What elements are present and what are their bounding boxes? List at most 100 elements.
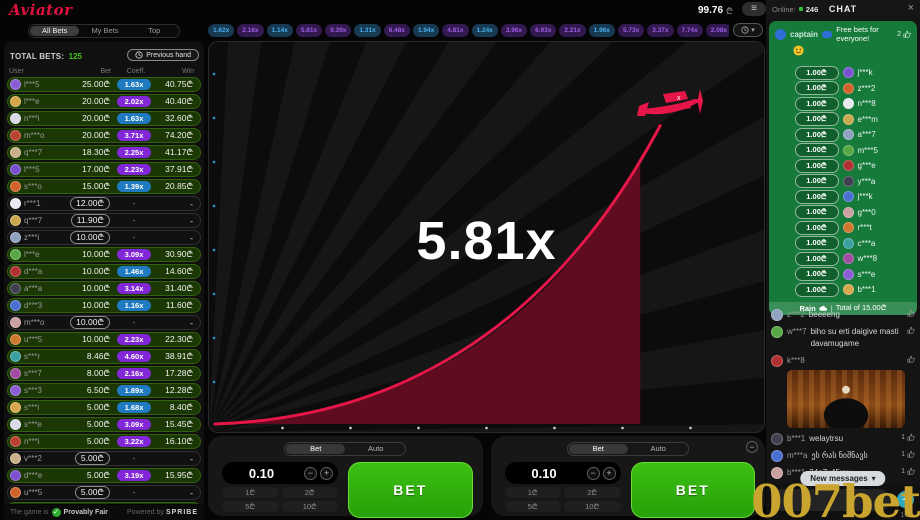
bet-coeff: - <box>132 454 136 463</box>
top-bar: Aviator 99.76 ₾ ≡ <box>0 0 766 20</box>
like-button[interactable]: 1 <box>901 433 915 441</box>
claim-row: 1.00₾ c***a <box>769 236 917 252</box>
close-icon[interactable]: × <box>907 2 914 14</box>
amount-plus-button-1[interactable]: + <box>320 466 333 480</box>
history-chip[interactable]: 5.81x <box>295 24 323 37</box>
bet-user: s***r <box>24 352 41 361</box>
hamburger-menu-icon[interactable]: ≡ <box>742 2 766 16</box>
avatar <box>10 249 21 260</box>
like-button[interactable] <box>905 326 915 334</box>
bet-button-1[interactable]: BET <box>348 462 473 518</box>
claim-amount: 1.00₾ <box>794 282 839 297</box>
toggle-auto-1[interactable]: Auto <box>368 444 384 453</box>
bet-coeff: - <box>132 233 136 242</box>
tab-top[interactable]: Top <box>148 26 161 35</box>
toggle-bet-1[interactable]: Bet <box>286 444 346 454</box>
history-chip[interactable]: 4.81x <box>442 24 469 37</box>
history-chip[interactable]: 1.14x <box>266 24 293 37</box>
history-chip[interactable]: 1.62x <box>208 24 235 37</box>
avatar <box>842 191 854 203</box>
history-chip[interactable]: 2.16x <box>237 24 264 37</box>
history-chip[interactable]: 9.39x <box>325 24 352 37</box>
new-messages-button[interactable]: New messages ▾ <box>800 471 886 486</box>
avatar <box>10 79 21 90</box>
bet-win: 15.95₾ <box>165 470 193 480</box>
history-chip[interactable]: 1.94x <box>412 24 440 37</box>
like-button[interactable]: 1 <box>901 467 915 475</box>
promo-likes[interactable]: 2 <box>897 30 911 38</box>
toggle-bet-2[interactable]: Bet <box>568 444 628 454</box>
avatar <box>842 113 854 125</box>
claim-amount: 1.00₾ <box>794 236 839 251</box>
tab-my-bets[interactable]: My Bets <box>91 26 119 35</box>
claim-amount: 1.00₾ <box>794 96 839 111</box>
quick-10[interactable]: 10₾ <box>564 501 621 512</box>
avatar <box>10 436 21 447</box>
bet-panel-1: Bet Auto 0.10 − + 1₾ 2₾ 5₾ <box>208 436 483 518</box>
avatar <box>842 237 854 249</box>
bet-coeff: - <box>132 199 136 208</box>
quick-5[interactable]: 5₾ <box>222 501 279 512</box>
history-chip[interactable]: 2.08x <box>705 24 729 37</box>
message-user: z***2 <box>787 310 805 319</box>
history-dropdown-button[interactable]: ▾ <box>733 23 763 37</box>
claim-user: b***1 <box>857 285 876 295</box>
bet-button-2[interactable]: BET <box>630 462 755 518</box>
balance-currency: ₾ <box>726 6 733 16</box>
avatar <box>10 130 21 141</box>
amount-value-1: 0.10 <box>248 465 275 481</box>
like-count: 1 <box>901 467 905 475</box>
history-chip[interactable]: 5.73x <box>617 24 645 37</box>
game-main: 1.62x 2.16x 1.14x 5.81x 9.39x 1.31x 6.48x 1.94x… <box>208 22 765 518</box>
provably-fair-link[interactable]: Provably Fair <box>63 509 108 516</box>
like-button[interactable]: 1 <box>901 450 915 458</box>
history-chip[interactable]: 7.74x <box>676 24 703 37</box>
history-chip[interactable]: 3.37x <box>647 24 674 37</box>
bet-win: - <box>190 232 193 243</box>
send-button[interactable] <box>897 491 914 508</box>
history-chip[interactable]: 2.21x <box>559 24 586 37</box>
chat-input[interactable] <box>771 489 890 511</box>
avatar <box>842 67 854 79</box>
quick-1[interactable]: 1₾ <box>504 487 561 498</box>
avatar <box>10 368 21 379</box>
amount-stepper-2: 0.10 − + <box>504 462 621 484</box>
claim-row: 1.00₾ m***5 <box>769 143 917 159</box>
claim-user: s***e <box>857 269 876 279</box>
history-chip[interactable]: 3.96x <box>500 24 528 37</box>
bet-coeff: 4.60x <box>117 351 151 362</box>
avatar <box>842 160 854 172</box>
col-coeff: Coeff. <box>126 68 146 75</box>
claim-amount: 1.00₾ <box>794 189 839 204</box>
quick-2[interactable]: 2₾ <box>281 487 338 498</box>
bet-row: u***5 5.00₾ - - <box>7 485 201 500</box>
like-button[interactable] <box>905 309 915 317</box>
spribe-logo[interactable]: SPRIBE <box>165 509 198 516</box>
bet-row: l***e 10.00₾ 3.09x 30.90₾ <box>7 247 201 262</box>
previous-hand-button[interactable]: Previous hand <box>127 49 199 61</box>
bet-auto-toggle-2: Bet Auto <box>566 442 689 456</box>
amount-minus-button-1[interactable]: − <box>304 466 317 480</box>
remove-panel-button[interactable]: − <box>746 441 758 453</box>
promo-text: Free bets for everyone! <box>836 25 879 43</box>
amount-minus-button-2[interactable]: − <box>586 466 600 480</box>
quick-10[interactable]: 10₾ <box>281 501 338 512</box>
bet-coeff: 3.71x <box>117 130 151 141</box>
history-chip[interactable]: 1.24x <box>471 24 498 37</box>
toggle-auto-2[interactable]: Auto <box>650 444 666 453</box>
tab-all-bets[interactable]: All Bets <box>30 26 80 36</box>
balance: 99.76 ₾ <box>698 4 733 17</box>
thumbs-up-icon <box>907 450 915 458</box>
like-button[interactable] <box>905 355 915 363</box>
quick-2[interactable]: 2₾ <box>564 487 621 498</box>
bet-user: a***a <box>24 284 43 293</box>
history-chip[interactable]: 1.31x <box>354 24 381 37</box>
amount-plus-button-2[interactable]: + <box>602 466 616 480</box>
avatar <box>10 113 21 124</box>
history-chip[interactable]: 1.96x <box>588 24 615 37</box>
quick-5[interactable]: 5₾ <box>504 501 561 512</box>
claim-user: a***7 <box>857 130 876 140</box>
history-chip[interactable]: 6.93x <box>530 24 557 37</box>
history-chip[interactable]: 6.48x <box>383 24 410 37</box>
quick-1[interactable]: 1₾ <box>222 487 279 498</box>
